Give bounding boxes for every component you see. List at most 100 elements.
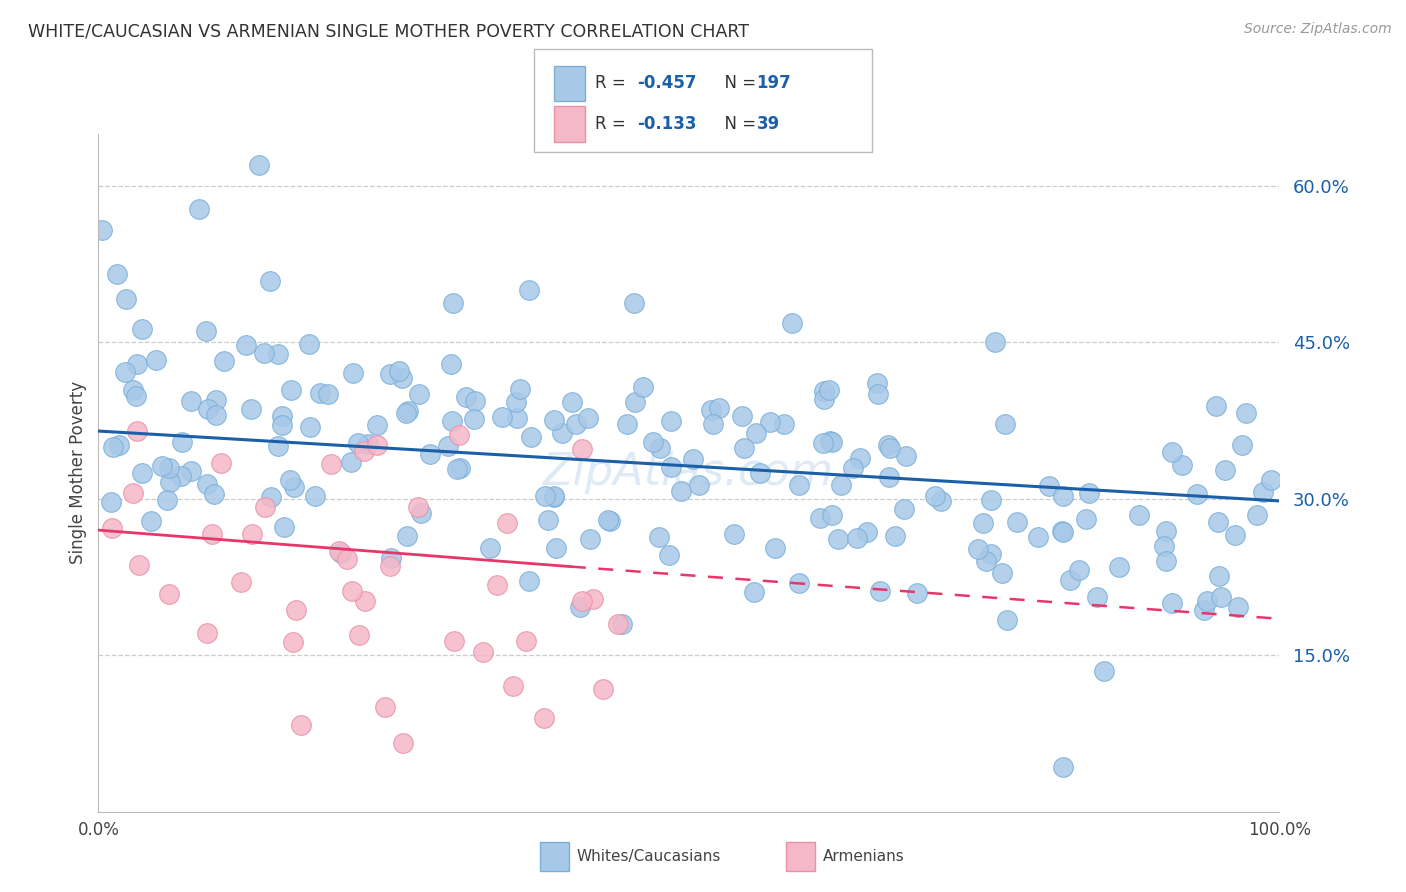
Point [631, 380, 654, 394]
Point [271, 409, 294, 423]
Point [773, 417, 796, 432]
Point [1038, 479, 1060, 493]
Point [827, 532, 849, 546]
Point [456, 390, 478, 404]
Point [170, 469, 193, 483]
Point [997, 613, 1019, 627]
Point [561, 395, 583, 409]
Point [273, 520, 295, 534]
Point [491, 409, 513, 424]
Point [742, 585, 765, 599]
Y-axis label: Single Mother Poverty: Single Mother Poverty [69, 381, 87, 565]
Text: N =: N = [714, 75, 762, 93]
Point [342, 366, 364, 380]
Point [648, 441, 671, 455]
Point [1205, 399, 1227, 413]
Point [394, 406, 416, 420]
Point [298, 336, 321, 351]
Point [159, 475, 181, 490]
Text: -0.133: -0.133 [637, 115, 696, 133]
Text: N =: N = [714, 115, 762, 133]
Point [209, 456, 232, 470]
Point [267, 347, 290, 361]
Point [830, 478, 852, 492]
Point [139, 514, 162, 528]
Point [709, 401, 731, 415]
Point [170, 435, 193, 450]
Point [643, 435, 665, 450]
Point [449, 428, 471, 442]
Point [240, 401, 263, 416]
Point [533, 711, 555, 725]
Point [235, 338, 257, 352]
Point [128, 558, 150, 572]
Point [849, 451, 872, 466]
Point [1052, 525, 1074, 540]
Point [125, 424, 148, 438]
Point [1226, 599, 1249, 614]
Point [682, 452, 704, 467]
Point [449, 460, 471, 475]
Point [972, 516, 994, 530]
Point [131, 322, 153, 336]
Point [188, 202, 211, 216]
Point [517, 574, 540, 589]
Point [212, 354, 235, 368]
Point [702, 417, 724, 431]
Point [533, 488, 555, 502]
Point [463, 411, 485, 425]
Point [340, 455, 363, 469]
Point [515, 633, 537, 648]
Point [440, 357, 463, 371]
Point [378, 367, 401, 381]
Point [366, 417, 388, 432]
Point [990, 566, 1012, 580]
Point [612, 616, 634, 631]
Point [157, 587, 180, 601]
Point [607, 616, 630, 631]
Point [1208, 569, 1230, 583]
Point [1108, 560, 1130, 574]
Point [290, 718, 312, 732]
Point [1171, 458, 1194, 473]
Point [374, 699, 396, 714]
Point [980, 492, 1002, 507]
Point [391, 736, 413, 750]
Point [748, 466, 770, 480]
Point [478, 541, 501, 556]
Point [592, 681, 614, 696]
Point [924, 489, 946, 503]
Point [380, 551, 402, 566]
Point [347, 436, 370, 450]
Point [624, 394, 647, 409]
Point [440, 414, 463, 428]
Point [197, 401, 219, 416]
Point [811, 435, 834, 450]
Point [259, 274, 281, 288]
Point [115, 292, 138, 306]
Point [260, 490, 283, 504]
Point [905, 586, 928, 600]
Point [446, 462, 468, 476]
Point [571, 594, 593, 608]
Text: 197: 197 [756, 75, 792, 93]
Point [107, 438, 129, 452]
Point [576, 411, 599, 425]
Point [884, 529, 907, 543]
Point [195, 477, 218, 491]
Point [808, 511, 831, 525]
Point [247, 158, 270, 172]
Point [316, 387, 339, 401]
Point [1154, 554, 1177, 568]
Point [1192, 603, 1215, 617]
Point [846, 531, 869, 545]
Point [894, 449, 917, 463]
Point [353, 444, 375, 458]
Point [1234, 406, 1257, 420]
Point [254, 500, 277, 515]
Point [866, 376, 889, 390]
Point [842, 461, 865, 475]
Point [1059, 573, 1081, 587]
Point [543, 489, 565, 503]
Text: ZipAtlas.com: ZipAtlas.com [543, 451, 835, 494]
